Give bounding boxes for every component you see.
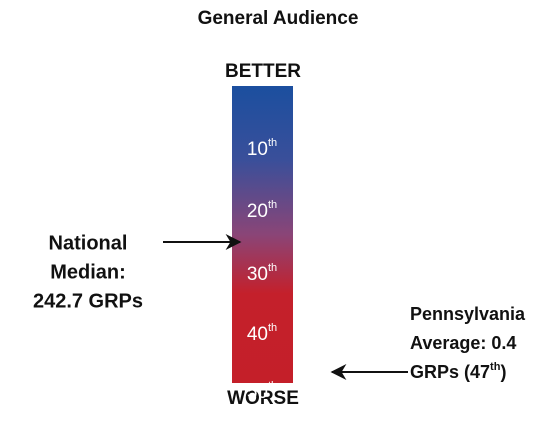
title: General Audience	[198, 8, 359, 29]
state-text: )	[500, 362, 506, 382]
mark-number: 50	[247, 382, 268, 403]
state-sup: th	[490, 361, 501, 373]
state-text: GRPs (47	[410, 362, 490, 382]
scale-mark: 40th	[247, 322, 277, 345]
mark-suffix: th	[268, 262, 277, 274]
mark-number: 20	[247, 201, 268, 222]
mark-number: 30	[247, 264, 268, 285]
state-label: Pennsylvania Average: 0.4 GRPs (47th)	[410, 304, 526, 382]
state-line: Pennsylvania	[410, 304, 526, 324]
mark-suffix: th	[268, 199, 277, 211]
mark-suffix: th	[268, 380, 277, 392]
scale-mark: 20th	[247, 199, 277, 222]
scale-top: BETTER	[225, 61, 301, 82]
scale-bottom: WORSE	[227, 388, 299, 409]
scale-bar	[232, 86, 293, 383]
scale-mark: 50th	[247, 380, 277, 403]
national-line: 242.7 GRPs	[33, 290, 143, 312]
national-line: National	[49, 232, 128, 254]
national-line: Median:	[50, 261, 126, 283]
mark-number: 10	[247, 139, 268, 160]
scale-mark: 10th	[247, 137, 277, 160]
mark-number: 40	[247, 324, 268, 345]
state-line: Average: 0.4	[410, 333, 516, 353]
mark-suffix: th	[268, 322, 277, 334]
scale-mark: 30th	[247, 262, 277, 285]
national-label: National Median: 242.7 GRPs	[33, 232, 143, 312]
mark-suffix: th	[268, 137, 277, 149]
state-line: GRPs (47th)	[410, 361, 506, 382]
